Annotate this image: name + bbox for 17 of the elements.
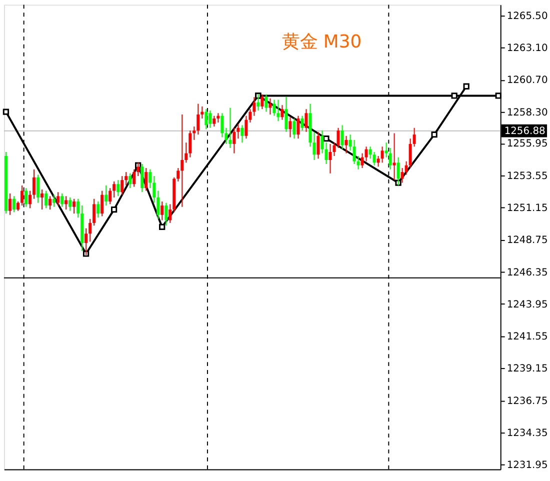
y-tick-label: 1234.35 xyxy=(506,428,548,439)
y-tick-label: 1248.75 xyxy=(506,235,548,246)
y-tick-label: 1243.95 xyxy=(506,299,548,310)
y-tick-label: 1246.35 xyxy=(506,267,548,278)
y-tick-label: 1241.55 xyxy=(506,332,548,343)
y-tick-label: 1263.10 xyxy=(506,43,548,54)
y-tick-label: 1260.70 xyxy=(506,75,548,86)
y-tick-label: 1239.15 xyxy=(506,364,548,375)
y-tick-label: 1265.50 xyxy=(506,10,548,22)
y-tick-label: 1258.30 xyxy=(506,107,548,118)
y-tick-label: 1253.55 xyxy=(506,170,548,182)
ref-line-label: 1256.88 xyxy=(504,126,546,137)
y-tick-label: 1255.95 xyxy=(506,138,548,150)
y-tick-label: 1251.15 xyxy=(506,203,548,214)
y-tick-label: 1231.95 xyxy=(506,460,548,472)
y-tick-label: 1236.75 xyxy=(506,396,548,407)
text: 黄金 M30 xyxy=(282,31,362,52)
